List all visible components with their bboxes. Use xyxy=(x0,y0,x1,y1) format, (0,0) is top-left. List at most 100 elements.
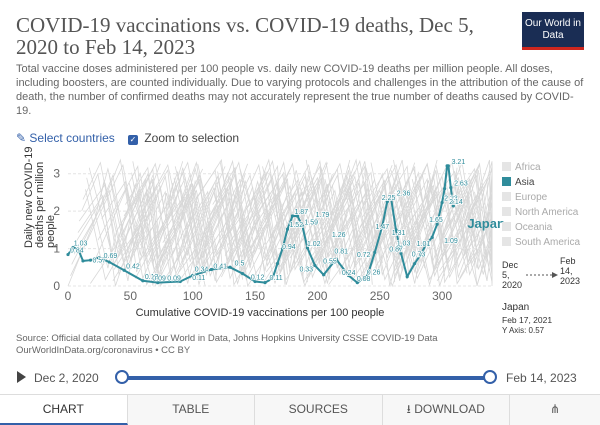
tab-sources[interactable]: SOURCES xyxy=(255,395,383,425)
background-line xyxy=(127,173,204,287)
tooltip-date: Feb 17, 2021 xyxy=(502,315,552,325)
series-point xyxy=(253,279,257,284)
data-label: 1.03 xyxy=(397,240,411,247)
series-point xyxy=(156,281,160,285)
data-label: 1.02 xyxy=(307,241,321,248)
time-legend-end-day: 14, xyxy=(560,266,573,276)
series-point xyxy=(440,200,444,205)
data-label: 0.94 xyxy=(282,244,296,251)
series-point xyxy=(76,247,80,251)
series-point xyxy=(430,235,434,239)
tab-download[interactable]: ⭳ DOWNLOAD xyxy=(382,395,510,425)
background-line xyxy=(219,161,296,269)
y-tick-label: 2 xyxy=(53,204,60,218)
time-legend-start-month: Dec xyxy=(502,260,519,270)
tab-download-label: DOWNLOAD xyxy=(414,402,485,416)
legend-swatch xyxy=(502,207,511,216)
source-line-2[interactable]: OurWorldInData.org/coronavirus • CC BY xyxy=(16,345,191,356)
background-line xyxy=(73,180,156,271)
share-button[interactable]: ⋔ xyxy=(510,395,600,425)
tab-table[interactable]: TABLE xyxy=(127,395,255,425)
data-label: 0.73 xyxy=(412,252,426,259)
data-label: 0.57 xyxy=(92,258,106,265)
source-note: Source: Official data collated by Our Wo… xyxy=(16,333,496,357)
series-point xyxy=(413,261,417,266)
series-point xyxy=(191,273,195,278)
data-label: 1.65 xyxy=(429,217,443,224)
legend-swatch xyxy=(502,237,511,246)
checkbox-icon[interactable]: ✓ xyxy=(128,135,138,145)
data-label: 2.25 xyxy=(382,195,396,202)
background-line xyxy=(312,180,388,274)
background-line xyxy=(247,177,323,271)
zoom-toggle[interactable]: ✓ Zoom to selection xyxy=(128,131,239,145)
data-label: 1.26 xyxy=(332,232,346,239)
series-point xyxy=(290,214,295,218)
data-label: 1.31 xyxy=(392,230,406,237)
background-line xyxy=(269,175,346,269)
data-label: 0.26 xyxy=(367,269,381,276)
series-point xyxy=(451,204,455,208)
data-label: 2.36 xyxy=(397,191,411,198)
timeline-start-handle[interactable] xyxy=(115,370,129,384)
background-line xyxy=(265,159,348,273)
source-line-1: Source: Official data collated by Our Wo… xyxy=(16,333,438,344)
timeline-start-date: Dec 2, 2020 xyxy=(34,371,99,385)
timeline-end-handle[interactable] xyxy=(483,370,497,384)
background-line xyxy=(396,190,473,284)
background-line xyxy=(254,171,331,280)
select-countries-button[interactable]: ✎ Select countries xyxy=(16,131,115,145)
y-tick-label: 0 xyxy=(53,279,60,293)
background-line xyxy=(328,172,411,285)
time-legend-start-day: 5, xyxy=(502,270,510,280)
background-line xyxy=(174,166,251,274)
timeline-end-date: Feb 14, 2023 xyxy=(506,371,577,385)
series-point xyxy=(275,261,280,266)
timeline-track[interactable] xyxy=(122,376,490,380)
background-line xyxy=(85,167,161,281)
data-label: 0.09 xyxy=(167,276,181,283)
x-tick-label: 50 xyxy=(124,289,138,303)
background-line xyxy=(147,163,223,273)
share-icon: ⋔ xyxy=(549,402,561,416)
y-tick-label: 1 xyxy=(53,242,60,256)
background-line xyxy=(105,158,181,267)
y-axis-label-line: Daily new COVID-19 xyxy=(23,147,35,248)
time-legend-end-month: Feb xyxy=(560,256,576,266)
tab-chart[interactable]: CHART xyxy=(0,395,128,425)
x-tick-label: 300 xyxy=(432,289,452,303)
background-line xyxy=(239,168,316,276)
data-label: 0.55 xyxy=(323,258,337,265)
data-label: 0.13 xyxy=(145,274,159,281)
time-legend-end-year: 2023 xyxy=(560,276,580,286)
legend[interactable]: Africa Asia Europe North America Oceania Sout… xyxy=(502,162,580,335)
zoom-label: Zoom to selection xyxy=(144,131,240,145)
japan-series[interactable] xyxy=(66,164,455,285)
timeline-slider: Dec 2, 2020 Feb 14, 2023 xyxy=(14,366,586,390)
legend-item-south-america: South America xyxy=(515,237,580,248)
play-icon[interactable] xyxy=(17,371,26,383)
select-countries-label: Select countries xyxy=(29,131,115,145)
x-tick-label: 200 xyxy=(307,289,327,303)
series-point xyxy=(446,164,450,168)
background-line xyxy=(408,162,490,271)
legend-swatch xyxy=(502,222,511,231)
data-label: 1.09 xyxy=(444,238,458,245)
series-point xyxy=(346,273,351,278)
background-line xyxy=(411,179,488,287)
series-point xyxy=(355,281,359,285)
data-label: 1.47 xyxy=(376,224,390,231)
x-axis-label: Cumulative COVID-19 vaccinations per 100… xyxy=(136,307,385,319)
background-line xyxy=(120,162,196,256)
data-label: 0.42 xyxy=(126,263,140,270)
y-tick-label: 3 xyxy=(53,167,60,181)
background-line xyxy=(365,173,448,288)
data-label: 0.41 xyxy=(213,264,227,271)
tooltip-value: Y Axis: 0.57 xyxy=(502,326,545,335)
background-line xyxy=(77,175,154,287)
legend-swatch xyxy=(502,192,511,201)
background-line xyxy=(177,172,253,284)
series-point xyxy=(424,243,428,247)
owid-logo[interactable]: Our World in Data xyxy=(522,12,584,50)
